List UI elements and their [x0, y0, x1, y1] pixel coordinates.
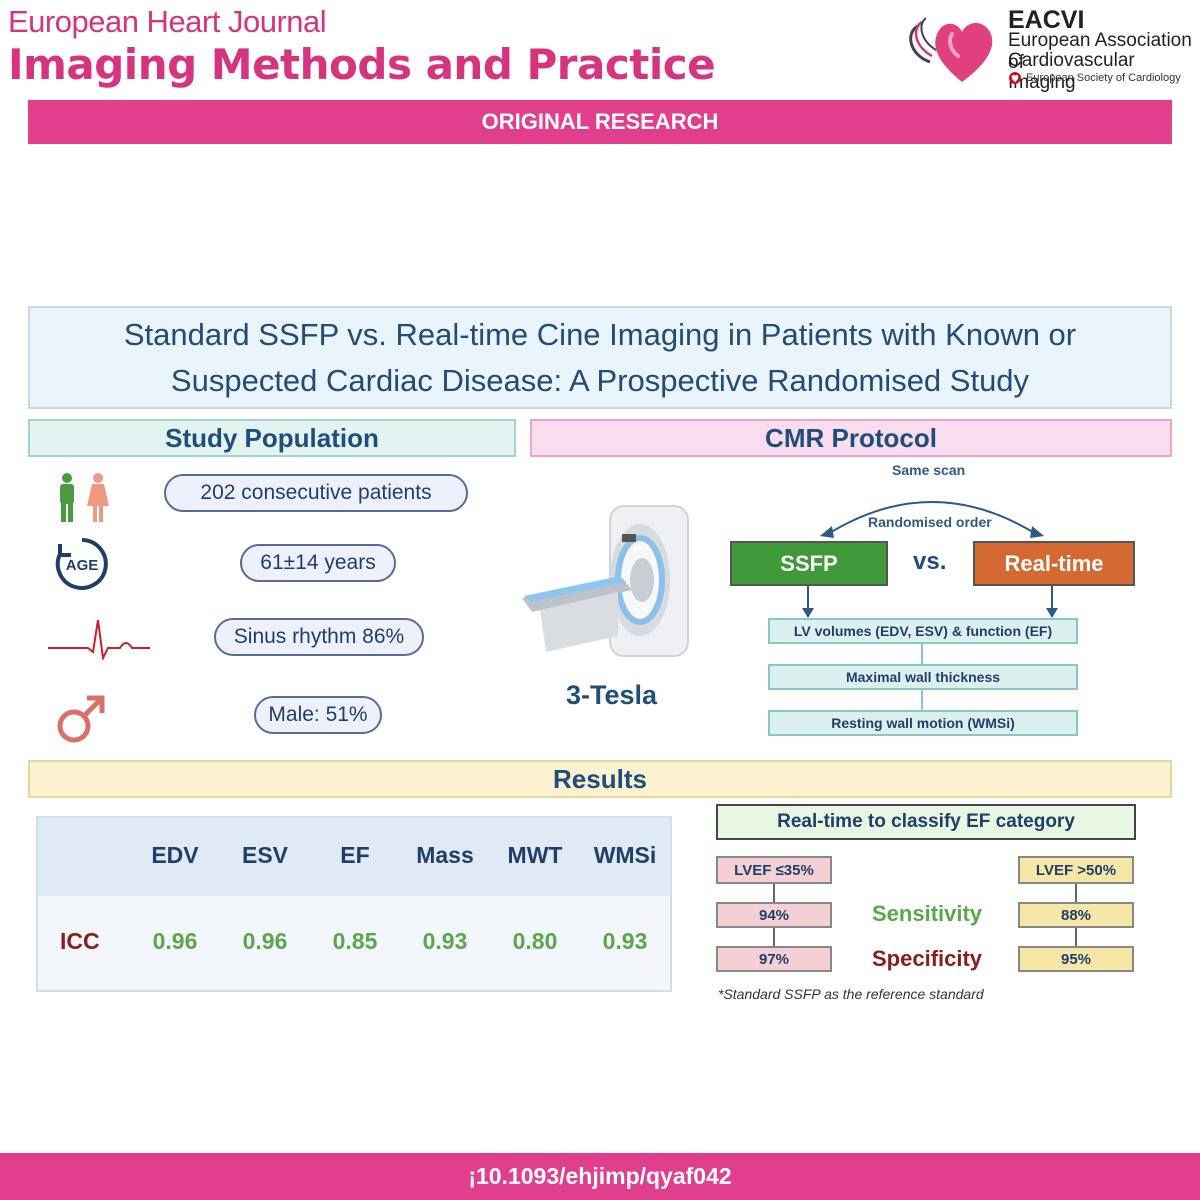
icc-value: 0.93: [602, 928, 648, 954]
eacvi-heart-logo-icon: [909, 17, 993, 82]
ecg-icon: [48, 619, 150, 660]
study-title-box: Standard SSFP vs. Real-time Cine Imaging…: [28, 306, 1172, 409]
icc-column-header: WMSi: [593, 842, 657, 868]
protocol-arrows-icon: [802, 586, 1058, 710]
people-icon: [60, 473, 109, 522]
outcome-wall-motion: Resting wall motion (WMSi): [768, 710, 1078, 736]
same-scan-arrow-icon: [820, 501, 1044, 538]
specificity-label: Specificity: [872, 946, 983, 971]
mri-scanner-icon: [522, 505, 689, 657]
age-icon: AGE: [55, 538, 108, 590]
journal-name: European Heart Journal: [8, 4, 327, 39]
study-title-line1: Standard SSFP vs. Real-time Cine Imaging…: [123, 316, 1077, 352]
cmr-protocol-heading: CMR Protocol: [530, 419, 1172, 457]
lvef-low-sensitivity: 94%: [716, 902, 832, 928]
patients-pill: 202 consecutive patients: [164, 474, 468, 512]
lvef-high-sensitivity: 88%: [1018, 902, 1134, 928]
doi-banner: ¡10.1093/ehjimp/qyaf042: [0, 1153, 1200, 1200]
outcome-wall-thickness: Maximal wall thickness: [768, 664, 1078, 690]
sinus-rhythm-pill: Sinus rhythm 86%: [214, 618, 424, 656]
lvef-high-header: LVEF >50%: [1018, 856, 1134, 884]
ef-connectors-icon: [773, 884, 1077, 946]
icc-column-header: ESV: [241, 842, 289, 868]
study-title-line2: Suspected Cardiac Disease: A Prospective…: [170, 362, 1030, 398]
icc-value: 0.93: [422, 928, 468, 954]
lvef-high-specificity: 95%: [1018, 946, 1134, 972]
org-name-line2: Cardiovascular Imaging: [1008, 50, 1135, 93]
org-abbrev: EACVI: [1008, 6, 1085, 34]
results-heading: Results: [28, 760, 1172, 798]
icc-value: 0.85: [332, 928, 378, 954]
randomised-order-label: Randomised order: [868, 514, 992, 530]
male-pill: Male: 51%: [254, 696, 382, 734]
icc-value: 0.96: [242, 928, 288, 954]
icc-column-header: MWT: [507, 842, 563, 868]
icc-row-label: ICC: [60, 928, 100, 954]
lvef-low-header: LVEF ≤35%: [716, 856, 832, 884]
icc-value: 0.80: [512, 928, 558, 954]
ef-classification-title: Real-time to classify EF category: [716, 804, 1136, 840]
icc-column-header: EF: [340, 842, 370, 868]
icc-table-header: [38, 818, 670, 896]
esc-logo-icon: [1009, 72, 1021, 84]
lvef-low-specificity: 97%: [716, 946, 832, 972]
sensitivity-label: Sensitivity: [872, 901, 983, 926]
society-name: European Society of Cardiology: [1026, 72, 1181, 84]
versus-label: vs.: [913, 548, 947, 575]
journal-subtitle: Imaging Methods and Practice: [8, 40, 716, 89]
icc-column-header: EDV: [151, 842, 199, 868]
section-banner: ORIGINAL RESEARCH: [28, 100, 1172, 144]
age-pill: 61±14 years: [240, 544, 396, 582]
org-name-line1: European Association of: [1008, 30, 1192, 73]
age-icon-text: AGE: [66, 557, 99, 574]
outcome-lv-volumes: LV volumes (EDV, ESV) & function (EF): [768, 618, 1078, 644]
realtime-method-box: Real-time: [973, 541, 1135, 586]
study-population-heading: Study Population: [28, 419, 516, 457]
ssfp-method-box: SSFP: [730, 541, 888, 586]
male-symbol-icon: [57, 695, 105, 743]
icc-column-header: Mass: [416, 842, 474, 868]
same-scan-label: Same scan: [892, 462, 966, 478]
scanner-label: 3-Tesla: [566, 680, 658, 710]
reference-footnote: *Standard SSFP as the reference standard: [718, 986, 984, 1002]
icc-value: 0.96: [152, 928, 198, 954]
